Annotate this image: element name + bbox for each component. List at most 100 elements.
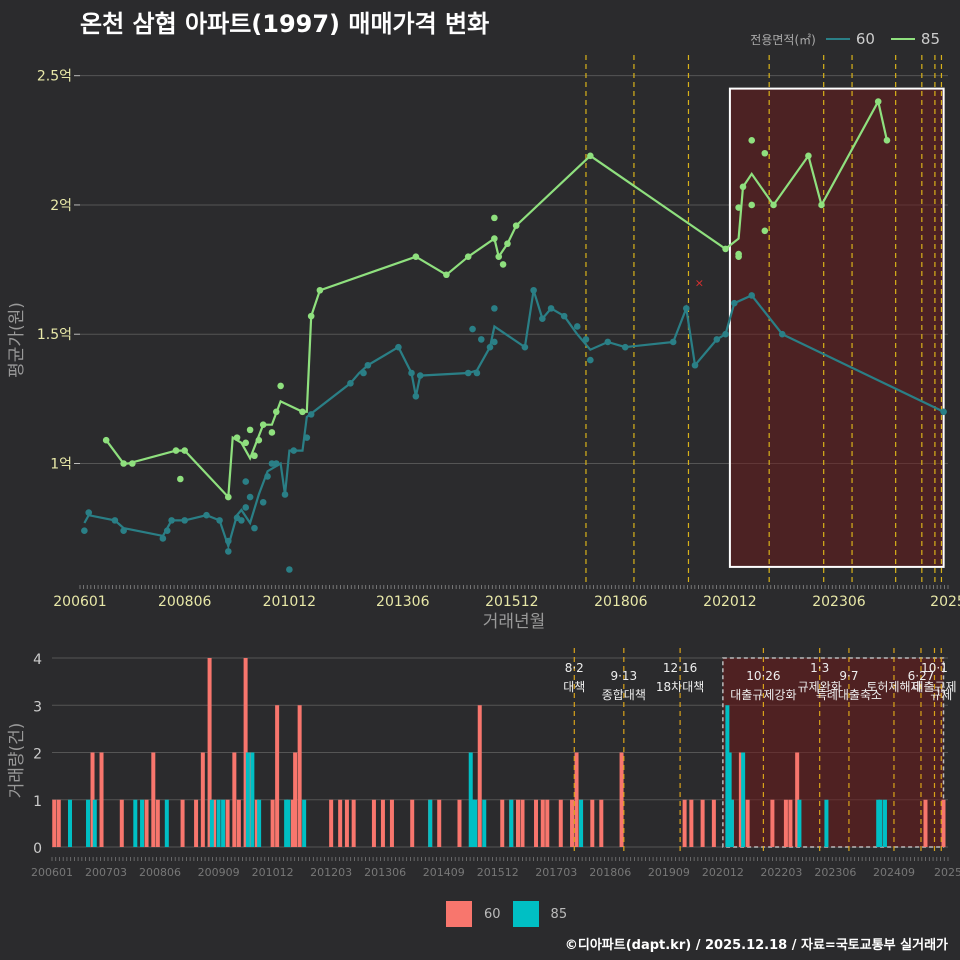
outlier-marker: × <box>695 277 704 290</box>
price-point-85 <box>246 426 254 434</box>
volume-bar-60 <box>243 658 248 847</box>
volume-highlight-box <box>722 657 945 848</box>
volume-bar-60 <box>371 799 376 847</box>
price-point-60 <box>691 361 699 369</box>
price-point-85 <box>495 253 503 260</box>
price-point-60 <box>163 527 171 535</box>
price-point-85 <box>307 312 315 320</box>
price-point-85 <box>739 183 747 191</box>
volume-x-tick-label: 201909 <box>648 866 690 879</box>
price-point-60 <box>713 336 721 343</box>
volume-bar-85 <box>797 799 802 847</box>
volume-bar-85 <box>482 799 487 847</box>
volume-bar-60 <box>923 799 928 847</box>
policy-text-label: 특례대출축소 <box>816 688 882 702</box>
price-x-tick-label: 2025 <box>930 594 960 610</box>
price-point-85 <box>316 286 324 294</box>
price-point-60 <box>560 312 568 320</box>
price-x-tick-label: 201806 <box>594 594 648 610</box>
price-point-60 <box>521 343 529 351</box>
price-point-60 <box>547 305 555 312</box>
volume-bar-85 <box>68 799 73 847</box>
volume-bar-85 <box>509 799 514 847</box>
price-point-85 <box>299 408 306 416</box>
volume-bar-60 <box>570 799 575 847</box>
price-point-85 <box>761 149 769 157</box>
volume-x-tick-label: 201306 <box>364 866 406 879</box>
price-x-tick-label: 200601 <box>53 594 106 610</box>
price-point-60 <box>203 511 210 519</box>
volume-bar-60 <box>248 752 253 847</box>
price-point-85 <box>102 436 110 444</box>
price-x-tick-label: 201012 <box>263 594 316 610</box>
volume-bar-85 <box>824 799 829 847</box>
volume-bar-60 <box>236 799 241 847</box>
price-point-60 <box>238 517 245 524</box>
price-point-60 <box>216 517 223 524</box>
price-point-60 <box>940 408 947 416</box>
price-point-60 <box>587 356 594 364</box>
volume-bar-85 <box>86 799 91 847</box>
volume-bar-60 <box>119 799 124 847</box>
price-point-85 <box>587 152 594 160</box>
price-point-60 <box>395 343 402 351</box>
volume-bar-60 <box>254 799 259 847</box>
price-point-60 <box>307 411 315 418</box>
price-highlight-box <box>728 87 945 568</box>
volume-x-tick-label: 201203 <box>310 866 352 879</box>
volume-bar-60 <box>500 799 505 847</box>
volume-bar-85 <box>221 799 226 847</box>
price-point-85 <box>272 408 280 416</box>
volume-bar-85 <box>741 752 746 847</box>
price-x-tick-label: 202306 <box>812 594 866 610</box>
footer-credit: ©디아파트(dapt.kr) / 2025.12.18 / 자료=국토교통부 실… <box>564 938 948 953</box>
price-point-60 <box>464 369 472 377</box>
price-point-85 <box>120 460 127 467</box>
policy-text-label: 대책 <box>563 679 585 694</box>
volume-x-tick-label: 202203 <box>760 866 802 879</box>
price-point-85 <box>268 429 276 436</box>
bar-legend-swatch-85 <box>512 901 539 927</box>
volume-x-tick-label: 200806 <box>139 866 181 879</box>
volume-bar-60 <box>783 799 788 847</box>
volume-bar-85 <box>470 799 475 847</box>
volume-bar-60 <box>599 799 604 847</box>
volume-x-tick-label: 200601 <box>31 866 73 879</box>
price-point-60 <box>473 369 481 377</box>
volume-bar-60 <box>410 799 415 847</box>
volume-bar-60 <box>795 752 800 847</box>
policy-date-label: 1·3 <box>810 661 829 675</box>
price-point-85 <box>722 245 729 253</box>
volume-x-tick-label: 201703 <box>535 866 577 879</box>
price-x-tick-label: 202012 <box>703 594 756 610</box>
policy-date-label: 12·16 <box>663 661 697 675</box>
price-point-60 <box>181 517 188 524</box>
volume-bar-60 <box>225 799 230 847</box>
price-point-85 <box>874 98 882 105</box>
price-point-85 <box>177 475 184 483</box>
legend-label-85: 85 <box>920 30 940 48</box>
volume-bar-85 <box>257 799 262 847</box>
price-point-85 <box>255 436 263 444</box>
price-point-85 <box>805 152 812 160</box>
volume-bar-85 <box>882 799 887 847</box>
price-point-60 <box>491 305 498 312</box>
volume-bar-60 <box>293 752 298 847</box>
price-point-60 <box>120 527 127 535</box>
volume-bar-60 <box>689 799 694 847</box>
volume-bar-85 <box>878 799 883 847</box>
volume-bar-60 <box>590 799 595 847</box>
price-point-60 <box>251 524 258 532</box>
price-point-60 <box>259 498 267 506</box>
volume-y-axis-title: 거래량(건) <box>7 723 27 799</box>
price-point-85 <box>491 235 498 242</box>
volume-bar-60 <box>558 799 563 847</box>
volume-bar-60 <box>516 799 521 847</box>
volume-bar-60 <box>344 799 349 847</box>
price-point-60 <box>81 527 88 535</box>
price-point-60 <box>168 517 175 524</box>
volume-bar-60 <box>180 799 185 847</box>
volume-bar-60 <box>52 799 57 847</box>
price-y-axis-title: 평균가(원) <box>7 302 27 378</box>
volume-bar-60 <box>738 752 743 847</box>
